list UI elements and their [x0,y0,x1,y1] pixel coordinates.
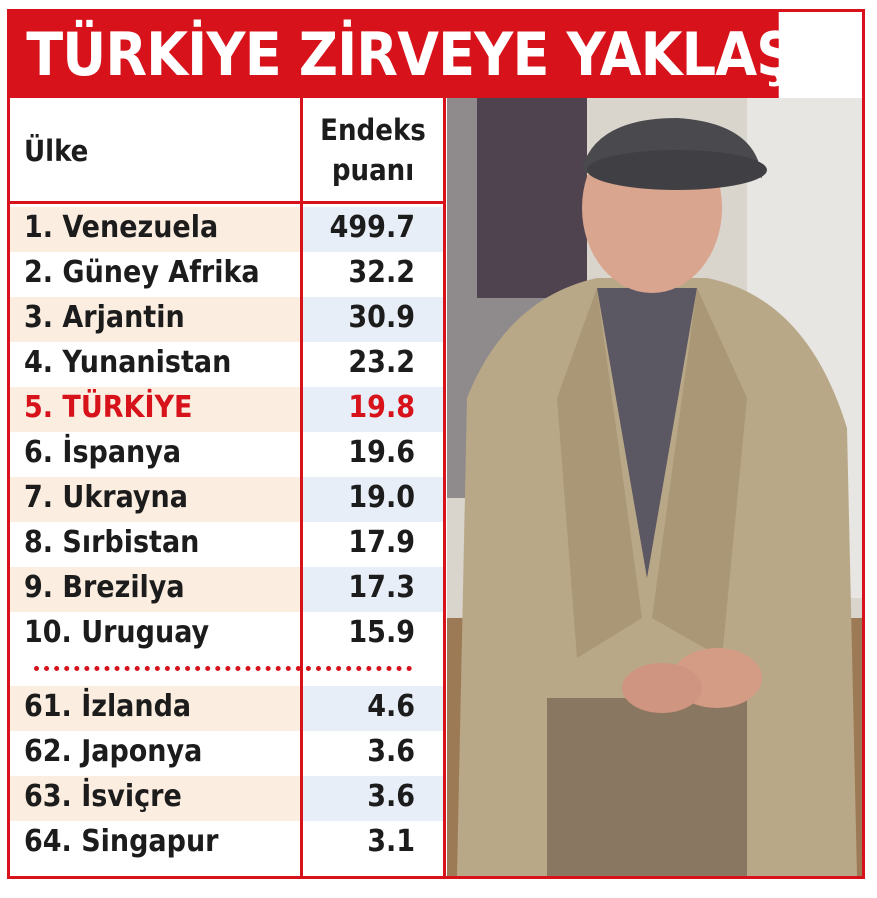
table-right-border [443,98,446,876]
column-header-country: Ülke [24,134,89,168]
value-cell: 17.3 [303,567,443,612]
country-cell: 2. Güney Afrika [10,252,300,297]
country-name: 7. Ukrayna [24,480,188,515]
country-name: 9. Brezilya [24,570,185,605]
elderly-man-photo [447,98,862,876]
infographic-frame: TÜRKİYE ZİRVEYE YAKLAŞTI Ülke Endeks pua… [7,9,865,879]
value-cell: 23.2 [303,342,443,387]
value-cell: 499.7 [303,207,443,252]
index-value: 499.7 [329,210,415,245]
value-cell: 3.6 [303,731,443,776]
table-row: 3. Arjantin 30.9 [10,297,443,342]
country-cell: 10. Uruguay [10,612,300,657]
header-divider [10,201,446,204]
index-value: 3.1 [367,824,415,859]
value-cell: 17.9 [303,522,443,567]
table-row: 62. Japonya 3.6 [10,731,443,776]
value-cell: 32.2 [303,252,443,297]
column-divider [300,98,303,876]
country-cell: 4. Yunanistan [10,342,300,387]
index-value: 30.9 [348,300,415,335]
value-cell: 4.6 [303,686,443,731]
table-row: 10. Uruguay 15.9 [10,612,443,657]
country-name: 1. Venezuela [24,210,219,245]
table-row: 7. Ukrayna 19.0 [10,477,443,522]
table-row: 5. TÜRKİYE 19.8 [10,387,443,432]
dotted-separator [34,666,412,671]
country-name: 3. Arjantin [24,300,185,335]
value-cell: 19.0 [303,477,443,522]
headline: TÜRKİYE ZİRVEYE YAKLAŞTI [10,12,850,98]
country-name: 63. İsviçre [24,779,182,814]
index-value: 15.9 [348,615,415,650]
country-cell: 64. Singapur [10,821,300,866]
column-header-value: Endeks puanı [303,110,443,190]
value-cell: 19.6 [303,432,443,477]
country-name: 62. Japonya [24,734,203,769]
table-row: 61. İzlanda 4.6 [10,686,443,731]
country-name: 5. TÜRKİYE [24,390,193,425]
value-cell: 3.6 [303,776,443,821]
country-cell: 9. Brezilya [10,567,300,612]
index-table: Ülke Endeks puanı 1. Venezuela 499.7 2. Gü… [10,98,446,876]
country-name: 4. Yunanistan [24,345,232,380]
index-value: 19.6 [348,435,415,470]
index-value: 17.3 [348,570,415,605]
table-row: 64. Singapur 3.1 [10,821,443,866]
country-cell: 1. Venezuela [10,207,300,252]
country-name: 10. Uruguay [24,615,210,650]
table-row: 4. Yunanistan 23.2 [10,342,443,387]
index-value: 32.2 [348,255,415,290]
index-value: 3.6 [367,779,415,814]
country-cell: 62. Japonya [10,731,300,776]
country-cell: 7. Ukrayna [10,477,300,522]
country-name: 2. Güney Afrika [24,255,260,290]
table-row: 8. Sırbistan 17.9 [10,522,443,567]
country-cell: 3. Arjantin [10,297,300,342]
index-value: 3.6 [367,734,415,769]
value-cell: 15.9 [303,612,443,657]
value-cell: 30.9 [303,297,443,342]
country-name: 61. İzlanda [24,689,192,724]
index-value: 19.0 [348,480,415,515]
table-row: 6. İspanya 19.6 [10,432,443,477]
country-cell: 63. İsviçre [10,776,300,821]
column-header-value-line1: Endeks [320,113,426,147]
table-row: 9. Brezilya 17.3 [10,567,443,612]
country-name: 64. Singapur [24,824,219,859]
index-value: 19.8 [348,390,415,425]
value-cell: 3.1 [303,821,443,866]
country-cell: 5. TÜRKİYE [10,387,300,432]
index-value: 17.9 [348,525,415,560]
index-value: 23.2 [348,345,415,380]
country-cell: 8. Sırbistan [10,522,300,567]
column-header-value-line2: puanı [331,153,415,187]
index-value: 4.6 [367,689,415,724]
country-name: 6. İspanya [24,435,182,470]
table-row: 2. Güney Afrika 32.2 [10,252,443,297]
table-row: 63. İsviçre 3.6 [10,776,443,821]
value-cell: 19.8 [303,387,443,432]
country-cell: 6. İspanya [10,432,300,477]
table-row: 1. Venezuela 499.7 [10,207,443,252]
country-name: 8. Sırbistan [24,525,200,560]
country-cell: 61. İzlanda [10,686,300,731]
